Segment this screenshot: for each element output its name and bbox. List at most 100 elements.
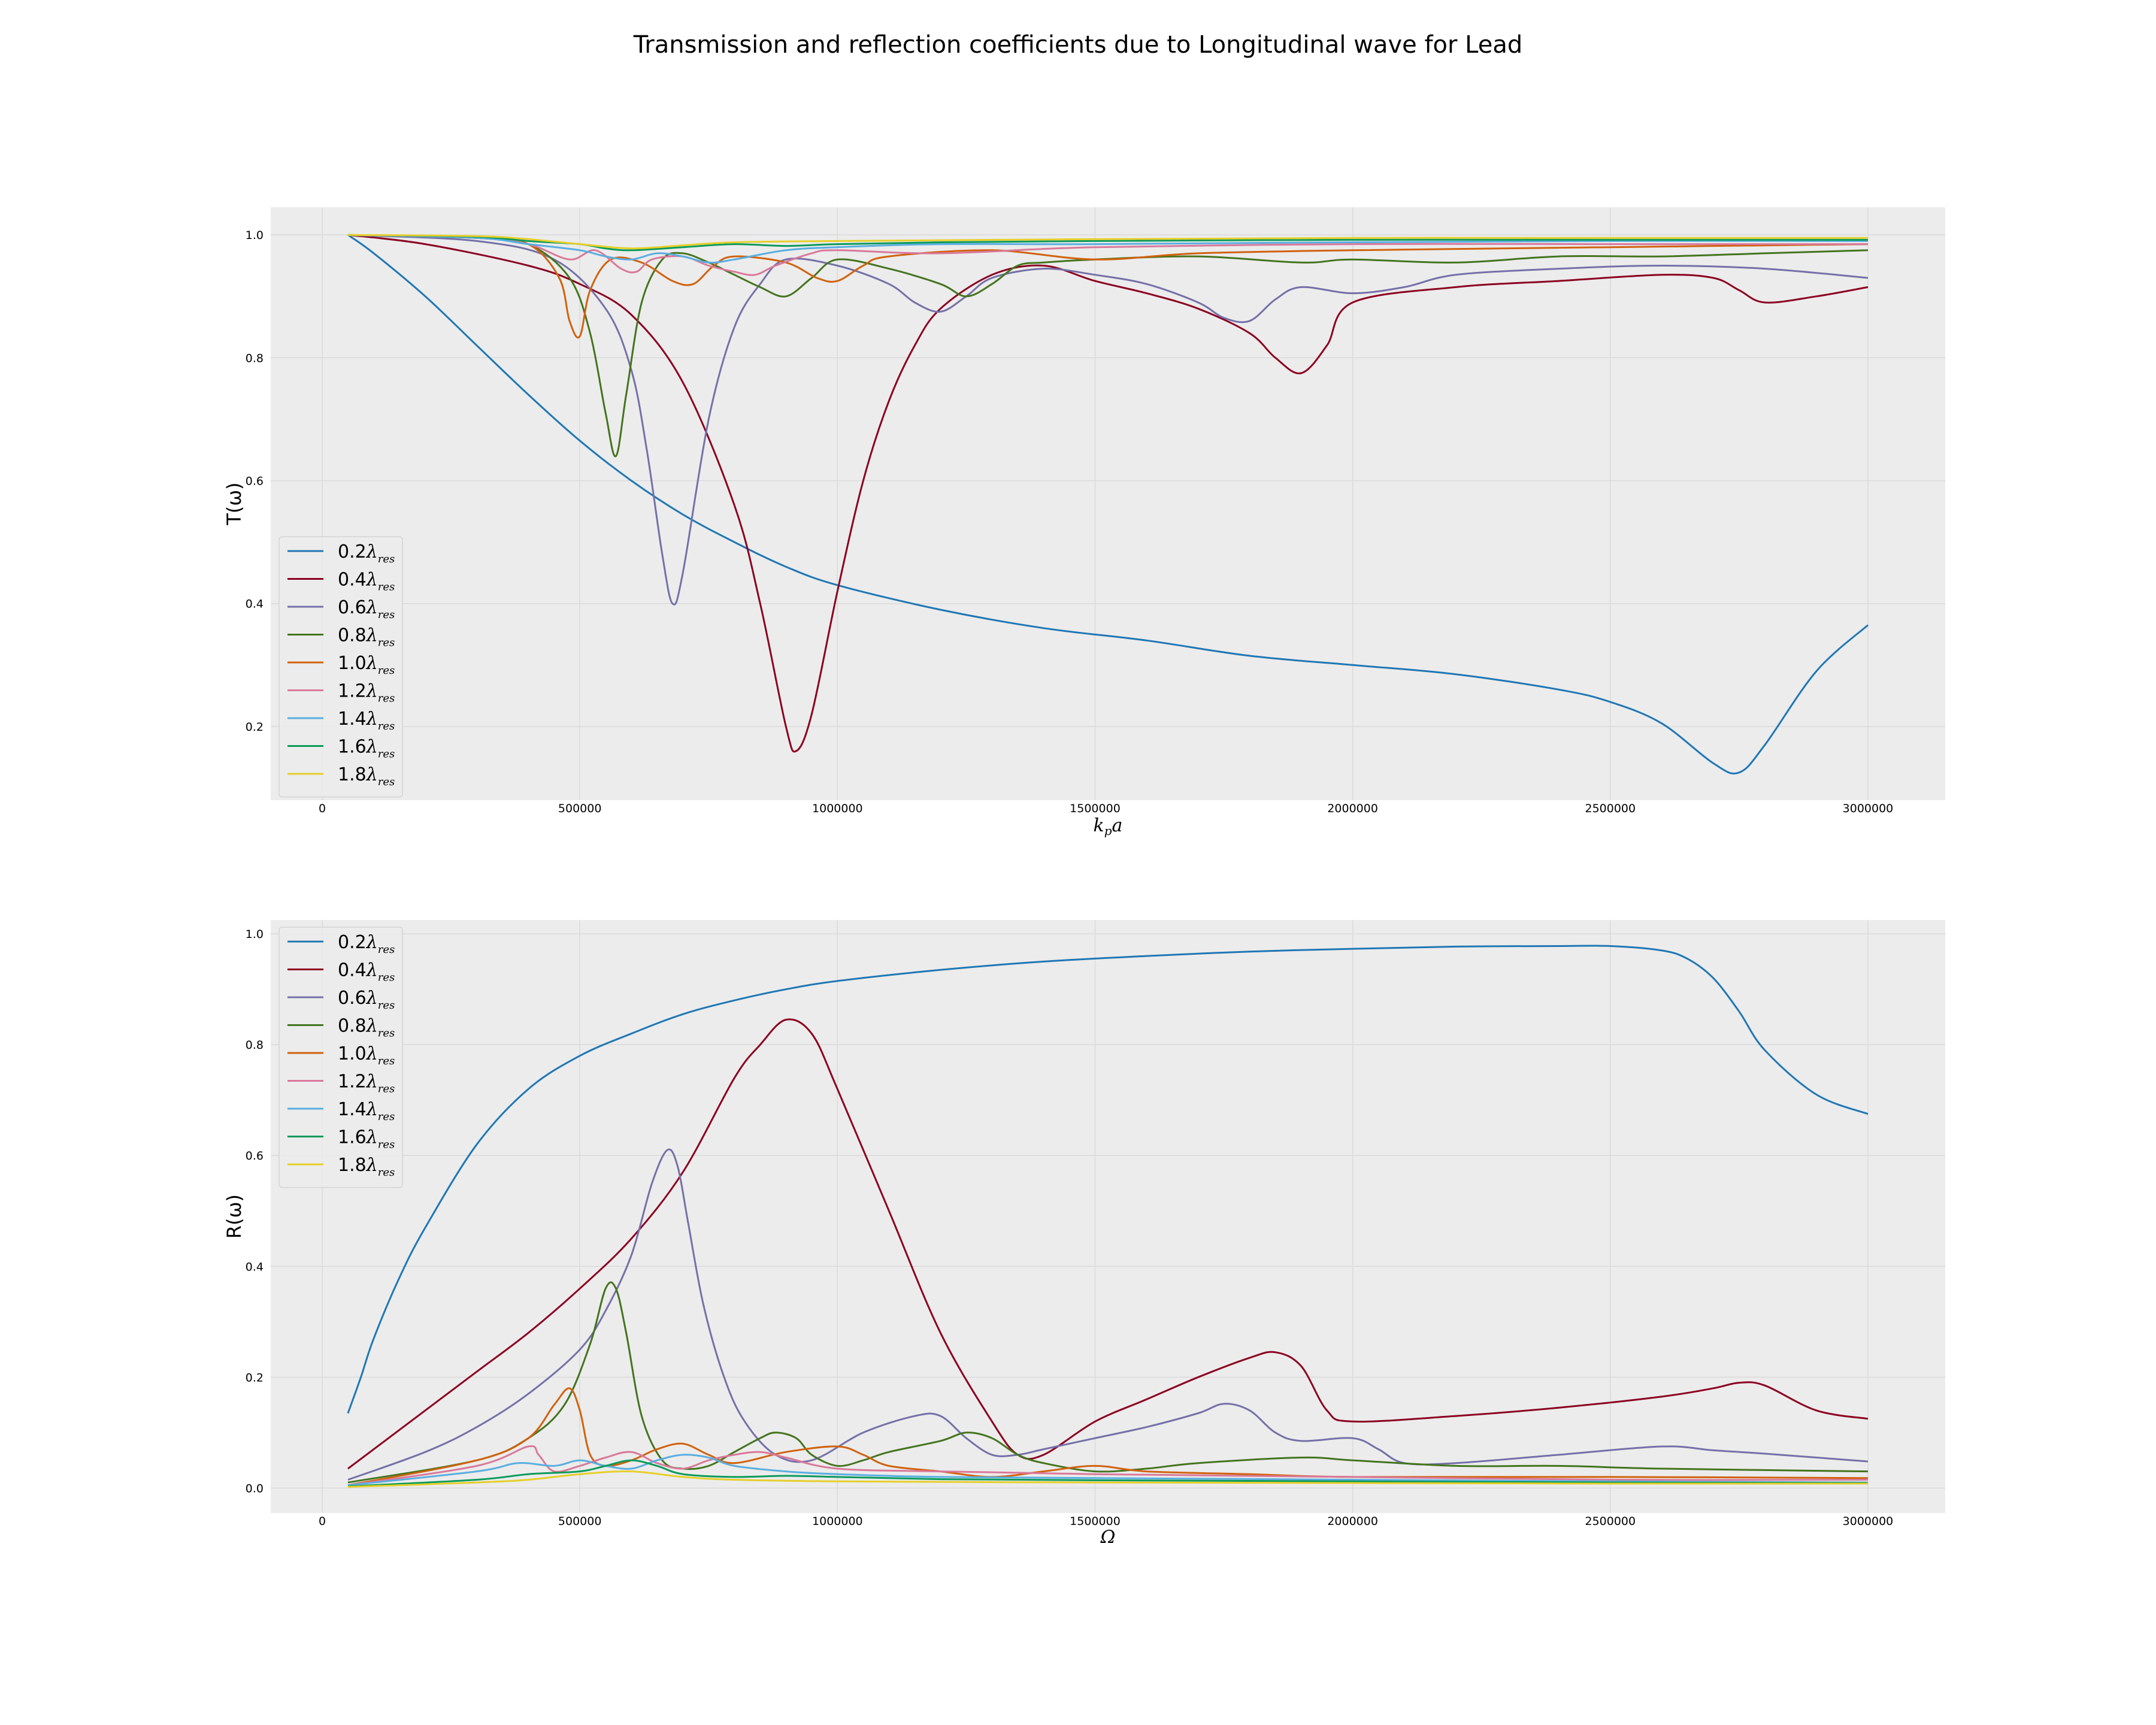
transmission-legend-lambda: λ — [366, 625, 378, 646]
reflection-legend-label: 0.4λres — [338, 960, 395, 984]
transmission-x-tick-label: 2000000 — [1327, 802, 1378, 815]
transmission-legend-subscript: res — [378, 748, 395, 761]
reflection-legend-subscript: res — [378, 1110, 395, 1123]
transmission-legend-label: 0.4λres — [338, 570, 395, 594]
reflection-legend-label: 0.2λres — [338, 932, 395, 956]
transmission-legend-lambda: λ — [366, 764, 378, 785]
transmission-legend-label: 0.8λres — [338, 625, 395, 649]
transmission-series-0-2-line — [347, 234, 1869, 775]
reflection-legend-value: 0.8 — [338, 1016, 367, 1037]
transmission-series-1-4-line — [347, 234, 1869, 264]
reflection-series-0-8-line — [347, 1281, 1869, 1484]
reflection-legend-lambda: λ — [366, 988, 378, 1009]
reflection-y-tick-label: 0.0 — [246, 1482, 264, 1495]
transmission-legend-lambda: λ — [366, 653, 378, 674]
transmission-series-0-8-line — [347, 234, 1869, 458]
transmission-y-tick-label: 0.2 — [246, 721, 264, 734]
reflection-legend-label: 0.8λres — [338, 1016, 395, 1040]
reflection-series-1-8-line — [347, 1470, 1869, 1488]
reflection-y-tick-label: 0.2 — [246, 1371, 264, 1384]
transmission-legend-value: 0.8 — [338, 625, 367, 646]
reflection-x-tick-label: 3000000 — [1843, 1515, 1894, 1528]
reflection-legend-label: 1.8λres — [338, 1155, 395, 1179]
reflection-legend-label: 0.6λres — [338, 988, 395, 1012]
figure-title: Transmission and reflection coefficients… — [633, 31, 1523, 59]
reflection-legend-value: 1.6 — [338, 1127, 367, 1148]
reflection-legend-subscript: res — [378, 1139, 395, 1151]
transmission-legend-frame — [278, 536, 403, 798]
reflection-legend-subscript: res — [378, 999, 395, 1012]
transmission-legend-lambda: λ — [366, 570, 378, 591]
transmission-x-tick-label: 500000 — [558, 802, 602, 815]
reflection-legend-value: 1.8 — [338, 1155, 367, 1176]
transmission-lines — [347, 234, 1869, 775]
reflection-series-0-6-line — [347, 1148, 1869, 1481]
transmission-plot-area — [271, 207, 1945, 800]
reflection-legend-lambda: λ — [366, 1072, 378, 1092]
reflection-x-tick-label: 2000000 — [1327, 1515, 1378, 1528]
transmission-legend-value: 0.6 — [338, 597, 367, 618]
transmission-x-tick-label: 2500000 — [1585, 802, 1636, 815]
transmission-y-tick-label: 1.0 — [246, 229, 264, 242]
transmission-legend-lambda: λ — [366, 681, 378, 702]
reflection-legend-value: 0.2 — [338, 932, 367, 953]
transmission-series-1-2-line — [347, 234, 1868, 276]
transmission-series-1-8-line — [347, 234, 1868, 250]
reflection-legend-label: 1.0λres — [338, 1043, 395, 1067]
reflection-grid — [271, 920, 1945, 1513]
reflection-legend-lambda: λ — [366, 960, 378, 981]
transmission-legend-subscript: res — [378, 776, 395, 788]
transmission-legend: 0.2λres0.4λres0.6λres0.8λres1.0λres1.2λr… — [278, 536, 403, 798]
transmission-legend-lambda: λ — [366, 709, 378, 730]
reflection-x-tick-label: 1500000 — [1070, 1515, 1121, 1528]
reflection-series-1-6-line — [347, 1459, 1869, 1488]
transmission-legend-lambda: λ — [366, 541, 378, 562]
reflection-panel: 0 500000 1000000 1500000 2000000 2500000 30000… — [223, 920, 1945, 1548]
transmission-ticks: 0 500000 1000000 1500000 2000000 2500000 30000… — [246, 229, 1893, 815]
reflection-plot-area — [271, 920, 1945, 1513]
reflection-legend-value: 1.0 — [338, 1043, 367, 1064]
reflection-legend-subscript: res — [378, 1055, 395, 1067]
reflection-x-tick-label: 2500000 — [1585, 1515, 1636, 1528]
reflection-x-axis-label: Ω — [1100, 1527, 1116, 1548]
transmission-series-0-4-line — [347, 234, 1869, 753]
transmission-legend-lambda: λ — [366, 597, 378, 618]
transmission-legend-lambda: λ — [366, 737, 378, 758]
transmission-legend-label: 1.6λres — [338, 737, 395, 761]
transmission-legend-label: 1.4λres — [338, 709, 395, 733]
reflection-x-tick-label: 0 — [319, 1515, 326, 1528]
transmission-legend-subscript: res — [378, 664, 395, 677]
reflection-legend-label: 1.6λres — [338, 1127, 395, 1151]
transmission-legend-value: 1.6 — [338, 737, 367, 758]
transmission-y-tick-label: 0.4 — [246, 598, 264, 611]
reflection-x-tick-label: 500000 — [558, 1515, 602, 1528]
transmission-series-0-6-line — [347, 234, 1869, 606]
reflection-legend-value: 0.6 — [338, 988, 367, 1009]
transmission-x-axis-label: kpa — [1094, 815, 1123, 838]
reflection-legend-subscript: res — [378, 1166, 395, 1179]
reflection-series-0-2-line — [347, 945, 1869, 1414]
reflection-series-1-2-line — [347, 1445, 1869, 1487]
transmission-y-axis-label: T(ω) — [223, 482, 246, 525]
reflection-y-tick-label: 0.4 — [246, 1260, 264, 1273]
transmission-legend-subscript: res — [378, 609, 395, 621]
transmission-legend-value: 0.2 — [338, 541, 367, 562]
transmission-legend-subscript: res — [378, 553, 395, 565]
reflection-x-tick-label: 1000000 — [812, 1515, 863, 1528]
reflection-legend-lambda: λ — [366, 932, 378, 953]
reflection-legend-lambda: λ — [366, 1016, 378, 1037]
reflection-y-tick-label: 0.6 — [246, 1149, 264, 1163]
transmission-x-tick-label: 1500000 — [1070, 802, 1121, 815]
transmission-y-tick-label: 0.8 — [246, 352, 264, 365]
reflection-legend-label: 1.2λres — [338, 1072, 395, 1095]
transmission-series-1-0-line — [347, 234, 1869, 338]
transmission-legend-label: 0.6λres — [338, 597, 395, 621]
reflection-legend-value: 1.2 — [338, 1072, 367, 1092]
reflection-legend-value: 1.4 — [338, 1099, 367, 1120]
transmission-x-tick-label: 3000000 — [1843, 802, 1894, 815]
reflection-legend: 0.2λres0.4λres0.6λres0.8λres1.0λres1.2λr… — [278, 927, 403, 1188]
transmission-legend-value: 1.4 — [338, 709, 367, 730]
transmission-x-tick-label: 0 — [319, 802, 326, 815]
transmission-legend-subscript: res — [378, 637, 395, 649]
